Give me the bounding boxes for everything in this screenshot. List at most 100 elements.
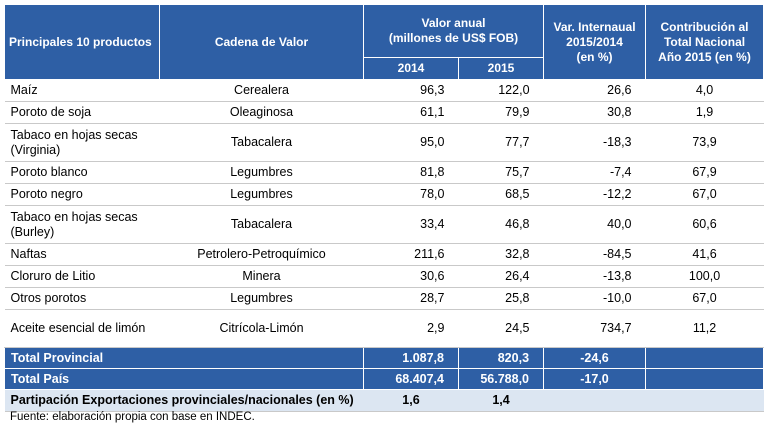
share-2015: 1,4: [458, 389, 544, 412]
table-row: Naftas Petrolero-Petroquímico 211,6 32,8 -84…: [4, 243, 764, 266]
share-row: Partipación Exportaciones provinciales/n…: [4, 389, 764, 412]
share-label: Partipación Exportaciones provinciales/n…: [4, 389, 364, 412]
chain-cell: Legumbres: [159, 161, 364, 184]
total-provincial-2014: 1.087,8: [363, 347, 459, 369]
product-cell: Maíz: [4, 79, 160, 102]
value-2015-cell: 122,0: [458, 79, 544, 102]
total-provincial-label: Total Provincial: [4, 347, 364, 369]
chain-cell: Petrolero-Petroquímico: [159, 243, 364, 266]
total-provincial-row: Total Provincial 1.087,8 820,3 -24,6: [4, 347, 765, 369]
table-row: Poroto blanco Legumbres 81,8 75,7 -7,4 67,9: [4, 161, 764, 184]
table-row: Aceite esencial de limón Citrícola-Limón 2…: [4, 309, 764, 348]
value-2014-cell: 61,1: [363, 101, 459, 124]
table-row: Poroto de soja Oleaginosa 61,1 79,9 30,8 1,9: [4, 101, 764, 124]
contrib-cell: 73,9: [645, 123, 764, 162]
value-2014-cell: 78,0: [363, 183, 459, 206]
table-row: Tabaco en hojas secas (Virginia) Tabacale…: [4, 123, 764, 162]
value-2014-cell: 96,3: [363, 79, 459, 102]
var-cell: 26,6: [543, 79, 646, 102]
header-var: Var. Internaual 2015/2014 (en %): [543, 4, 647, 80]
product-cell: Tabaco en hojas secas (Virginia): [4, 123, 160, 162]
source-note: Fuente: elaboración propia con base en I…: [10, 411, 255, 423]
var-cell: -10,0: [543, 287, 646, 310]
chain-cell: Citrícola-Limón: [159, 309, 364, 348]
total-provincial-2015: 820,3: [457, 347, 545, 369]
header-product: Principales 10 productos: [4, 4, 160, 80]
chain-cell: Tabacalera: [159, 205, 364, 244]
chain-cell: Legumbres: [159, 183, 364, 206]
share-2014: 1,6: [363, 389, 459, 412]
value-2015-cell: 46,8: [458, 205, 544, 244]
table-row: Otros porotos Legumbres 28,7 25,8 -10,0 67,0: [4, 287, 764, 310]
product-cell: Tabaco en hojas secas (Burley): [4, 205, 160, 244]
total-provincial-var: -24,6: [543, 347, 647, 369]
product-cell: Poroto de soja: [4, 101, 160, 124]
chain-cell: Cerealera: [159, 79, 364, 102]
total-pais-2014: 68.407,4: [363, 368, 459, 390]
contrib-cell: 1,9: [645, 101, 764, 124]
contrib-cell: 100,0: [645, 265, 764, 288]
value-2014-cell: 33,4: [363, 205, 459, 244]
header-chain: Cadena de Valor: [159, 4, 364, 80]
header-years-row: 2014 2015: [5, 57, 764, 80]
total-pais-empty: [645, 368, 765, 390]
value-2014-cell: 2,9: [363, 309, 459, 348]
var-cell: -13,8: [543, 265, 646, 288]
value-2015-cell: 25,8: [458, 287, 544, 310]
header-contrib: Contribución al Total Nacional Año 2015 …: [645, 4, 765, 80]
header-year-2014: 2014: [363, 57, 459, 80]
product-cell: Cloruro de Litio: [4, 265, 160, 288]
value-2015-cell: 77,7: [458, 123, 544, 162]
contrib-cell: 67,9: [645, 161, 764, 184]
share-empty-2: [645, 389, 764, 412]
contrib-cell: 67,0: [645, 287, 764, 310]
value-2015-cell: 75,7: [458, 161, 544, 184]
value-2015-cell: 26,4: [458, 265, 544, 288]
contrib-cell: 41,6: [645, 243, 764, 266]
total-pais-row: Total País 68.407,4 56.788,0 -17,0: [4, 368, 765, 390]
value-2015-cell: 68,5: [458, 183, 544, 206]
value-2014-cell: 95,0: [363, 123, 459, 162]
product-cell: Aceite esencial de limón: [4, 309, 160, 348]
exports-table: Principales 10 productos Cadena de Valor…: [4, 4, 765, 412]
var-cell: -7,4: [543, 161, 646, 184]
total-pais-label: Total País: [4, 368, 364, 390]
value-2014-cell: 30,6: [363, 265, 459, 288]
chain-cell: Oleaginosa: [159, 101, 364, 124]
value-2014-cell: 81,8: [363, 161, 459, 184]
contrib-cell: 60,6: [645, 205, 764, 244]
var-cell: -12,2: [543, 183, 646, 206]
chain-cell: Minera: [159, 265, 364, 288]
value-2015-cell: 24,5: [458, 309, 544, 348]
value-2014-cell: 211,6: [363, 243, 459, 266]
var-cell: -18,3: [543, 123, 646, 162]
var-cell: 40,0: [543, 205, 646, 244]
share-empty-1: [543, 389, 646, 412]
header-value: Valor anual (millones de US$ FOB): [362, 4, 545, 58]
contrib-cell: 11,2: [645, 309, 764, 348]
header-year-2015: 2015: [457, 57, 545, 80]
table-row: Maíz Cerealera 96,3 122,0 26,6 4,0: [4, 79, 764, 102]
var-cell: 734,7: [543, 309, 646, 348]
var-cell: -84,5: [543, 243, 646, 266]
contrib-cell: 67,0: [645, 183, 764, 206]
table-row: Tabaco en hojas secas (Burley) Tabacalera…: [4, 205, 764, 244]
total-pais-2015: 56.788,0: [457, 368, 545, 390]
product-cell: Poroto negro: [4, 183, 160, 206]
value-2014-cell: 28,7: [363, 287, 459, 310]
total-provincial-empty: [645, 347, 765, 369]
value-2015-cell: 32,8: [458, 243, 544, 266]
var-cell: 30,8: [543, 101, 646, 124]
total-pais-var: -17,0: [543, 368, 647, 390]
product-cell: Poroto blanco: [4, 161, 160, 184]
product-cell: Otros porotos: [4, 287, 160, 310]
table-row: Poroto negro Legumbres 78,0 68,5 -12,2 67,0: [4, 183, 764, 206]
table-row: Cloruro de Litio Minera 30,6 26,4 -13,8 100,0: [4, 265, 764, 288]
value-2015-cell: 79,9: [458, 101, 544, 124]
chain-cell: Legumbres: [159, 287, 364, 310]
header-row: Principales 10 productos Cadena de Valor…: [4, 4, 765, 80]
contrib-cell: 4,0: [645, 79, 764, 102]
product-cell: Naftas: [4, 243, 160, 266]
chain-cell: Tabacalera: [159, 123, 364, 162]
